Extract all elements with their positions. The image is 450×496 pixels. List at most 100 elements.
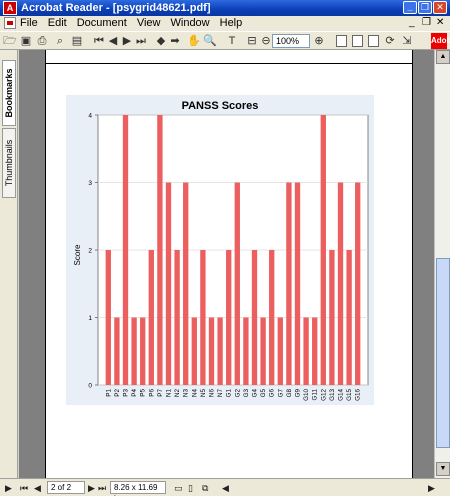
menu-file[interactable]: File [20, 17, 38, 29]
doc-minimize-button[interactable]: _ [409, 17, 415, 28]
bar [165, 182, 172, 385]
status-next-page-icon[interactable]: ▶ [88, 483, 95, 493]
minimize-button[interactable]: _ [403, 1, 417, 14]
x-tick-label: G1 [226, 389, 233, 398]
thumbnails-tab[interactable]: Thumbnails [2, 128, 16, 198]
zoom-tool-icon[interactable]: 🔍 [203, 35, 217, 47]
fit-width-icon[interactable] [368, 35, 379, 47]
bar [346, 250, 352, 385]
restore-button[interactable]: ❐ [418, 1, 432, 14]
x-tick-label: G5 [260, 389, 267, 398]
bar [208, 317, 215, 385]
close-button[interactable]: ✕ [433, 1, 447, 14]
show-navigation-pane-icon[interactable]: ▤ [71, 35, 83, 47]
bar [312, 317, 318, 385]
bar [122, 115, 129, 385]
menu-window[interactable]: Window [170, 17, 210, 29]
save-icon[interactable]: ▣ [20, 35, 32, 47]
menu-edit[interactable]: Edit [47, 17, 67, 29]
graphics-select-tool-icon[interactable]: ⊟ [247, 35, 257, 47]
x-tick-label: G2 [234, 389, 241, 398]
bar [148, 250, 154, 385]
status-prev-page-icon[interactable]: ◀ [34, 483, 41, 493]
x-tick-label: G11 [312, 389, 319, 401]
x-tick-label: G15 [346, 389, 353, 401]
x-tick-label: G4 [252, 389, 259, 398]
text-select-tool-icon[interactable]: T [228, 35, 236, 47]
print-icon[interactable]: ⎙ [37, 35, 47, 47]
zoom-in-icon[interactable]: ⊕ [314, 35, 324, 47]
bookmarks-tab[interactable]: Bookmarks [2, 60, 16, 126]
doc-restore-button[interactable]: ❐ [422, 17, 431, 28]
doc-close-button[interactable]: ✕ [436, 17, 445, 28]
page-number-field[interactable]: 2 of 2 [47, 481, 85, 494]
vertical-scrollbar[interactable]: ▲ ▼ [434, 50, 450, 478]
last-page-icon[interactable]: ⏭ [136, 35, 146, 47]
menu-help[interactable]: Help [219, 17, 243, 29]
bar [329, 250, 335, 385]
status-nav-arrow-icon[interactable]: ▶ [5, 483, 12, 493]
x-tick-label: N2 [174, 389, 181, 398]
bar [140, 317, 146, 385]
title-bar: A Acrobat Reader - [psygrid48621.pdf] _ … [0, 0, 450, 16]
bar [320, 115, 326, 385]
scroll-down-icon[interactable]: ▼ [436, 462, 450, 476]
rotate-view-icon[interactable]: ⟳ [385, 35, 395, 47]
actual-size-icon[interactable] [336, 35, 347, 47]
menu-view[interactable]: View [136, 17, 161, 29]
window-title: Acrobat Reader - [psygrid48621.pdf] [21, 2, 211, 14]
single-page-icon[interactable]: ▭ [174, 483, 183, 493]
bar [105, 250, 111, 385]
x-tick-label: P1 [105, 389, 112, 397]
previous-page-icon[interactable]: ◀ [108, 35, 118, 47]
y-tick-label: 4 [88, 113, 92, 120]
x-tick-label: N6 [209, 389, 216, 398]
open-icon[interactable]: 🗁 [3, 35, 17, 47]
continuous-facing-icon[interactable]: ⧉ [202, 483, 209, 493]
reflow-icon[interactable]: ⇲ [402, 35, 412, 47]
scroll-thumb[interactable] [436, 258, 450, 448]
zoom-out-icon[interactable]: ⊖ [261, 35, 271, 47]
y-tick-label: 0 [88, 383, 92, 390]
y-tick-label: 3 [88, 180, 92, 187]
first-page-icon[interactable]: ⏮ [94, 35, 104, 47]
x-tick-label: P7 [157, 389, 164, 397]
continuous-icon[interactable]: ▯ [188, 483, 193, 493]
acrobat-app-icon[interactable]: A [3, 1, 17, 15]
bar [269, 250, 275, 385]
chart-title: PANSS Scores [182, 100, 259, 112]
scroll-up-icon[interactable]: ▲ [436, 50, 450, 64]
chart-panel: PANSS Scores Score 0 1 2 3 4 P1 P2 P3 P4 P5 P6 P7 N1… [66, 95, 374, 405]
document-icon[interactable] [4, 17, 16, 29]
panss-bar-chart: PANSS Scores Score 0 1 2 3 4 P1 P2 P3 P4 P5 P6 P7 N1… [73, 100, 369, 401]
x-tick-label: G16 [355, 389, 362, 401]
bar [131, 317, 137, 385]
next-page-icon[interactable]: ▶ [122, 35, 132, 47]
y-tick-label: 1 [88, 315, 92, 322]
status-first-page-icon[interactable]: ⏮ [20, 483, 29, 493]
status-last-page-icon[interactable]: ⏭ [98, 483, 107, 493]
adobe-logo-icon[interactable]: Adobe [431, 33, 450, 49]
bar [286, 182, 292, 385]
horizontal-scroll-left-icon[interactable]: ◀ [222, 483, 229, 493]
menu-document[interactable]: Document [76, 17, 127, 29]
find-icon[interactable]: ⌕ [56, 35, 64, 47]
zoom-field[interactable]: 100% [272, 34, 310, 48]
bar [303, 317, 309, 385]
bar [191, 317, 197, 385]
bar [234, 182, 240, 385]
go-back-icon[interactable]: ◆ [156, 35, 166, 47]
bar [251, 250, 258, 385]
x-tick-label: G8 [286, 389, 293, 398]
fit-page-icon[interactable] [352, 35, 363, 47]
x-tick-label: P3 [123, 389, 130, 397]
document-view[interactable]: PANSS Scores Score 0 1 2 3 4 P1 P2 P3 P4 P5 P6 P7 N1… [19, 50, 434, 478]
bar [157, 115, 163, 385]
y-tick-label: 2 [88, 248, 92, 255]
hand-tool-icon[interactable]: ✋ [187, 35, 201, 47]
horizontal-scroll-right-icon[interactable]: ▶ [428, 483, 435, 493]
x-tick-label: P2 [114, 389, 121, 397]
go-forward-icon[interactable]: ➡ [170, 35, 180, 47]
bar [355, 182, 361, 385]
bar [260, 317, 266, 385]
